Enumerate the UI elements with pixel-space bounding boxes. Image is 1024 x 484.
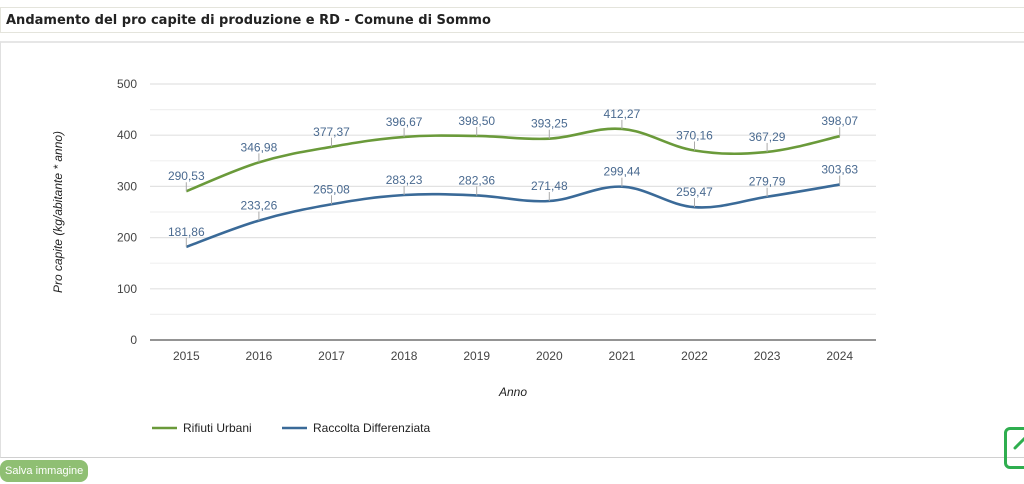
data-label: 303,63 bbox=[821, 163, 858, 177]
data-label: 370,16 bbox=[676, 128, 713, 142]
data-label: 290,53 bbox=[168, 169, 205, 183]
data-label: 377,37 bbox=[313, 125, 350, 139]
edit-square-icon[interactable] bbox=[1004, 427, 1024, 469]
data-label: 265,08 bbox=[313, 182, 350, 196]
data-label: 259,47 bbox=[676, 185, 713, 199]
x-tick-label: 2020 bbox=[536, 349, 563, 363]
y-tick-labels: 0 100 200 300 400 500 bbox=[117, 77, 137, 347]
series-lines bbox=[185, 127, 840, 249]
x-tick-label: 2017 bbox=[318, 349, 345, 363]
data-label: 279,79 bbox=[749, 175, 786, 189]
y-tick-label: 400 bbox=[117, 128, 137, 142]
data-label: 367,29 bbox=[749, 130, 786, 144]
data-labels: 290,53 346,98 377,37 396,67 398,50 393,25 412,… bbox=[168, 107, 858, 247]
x-tick-label: 2018 bbox=[391, 349, 418, 363]
y-axis-label: Pro capite (kg/abitante * anno) bbox=[51, 131, 65, 293]
gridlines bbox=[150, 83, 876, 341]
x-tick-label: 2021 bbox=[609, 349, 636, 363]
y-tick-label: 100 bbox=[117, 282, 137, 296]
chart-title-box: Andamento del pro capite di produzione e… bbox=[0, 7, 1024, 33]
chart-title: Andamento del pro capite di produzione e… bbox=[6, 13, 491, 28]
data-label: 412,27 bbox=[604, 107, 641, 121]
data-label: 398,50 bbox=[458, 114, 495, 128]
data-label: 299,44 bbox=[604, 165, 641, 179]
data-label: 283,23 bbox=[386, 173, 423, 187]
legend-label: Rifiuti Urbani bbox=[183, 421, 252, 435]
y-tick-label: 0 bbox=[130, 333, 137, 347]
legend-label: Raccolta Differenziata bbox=[313, 421, 430, 435]
x-tick-label: 2022 bbox=[681, 349, 708, 363]
data-label: 396,67 bbox=[386, 115, 423, 129]
legend: Rifiuti Urbani Raccolta Differenziata bbox=[152, 421, 430, 435]
data-label: 271,48 bbox=[531, 179, 568, 193]
x-tick-label: 2023 bbox=[754, 349, 781, 363]
series-line-raccolta-differenziata bbox=[185, 183, 840, 249]
x-tick-label: 2024 bbox=[826, 349, 853, 363]
data-label: 181,86 bbox=[168, 225, 205, 239]
y-tick-label: 300 bbox=[117, 179, 137, 193]
line-chart: 0 100 200 300 400 500 2015 2016 2017 2018 2019 202… bbox=[51, 77, 876, 435]
chart-panel bbox=[0, 41, 1024, 458]
data-label: 398,07 bbox=[821, 114, 858, 128]
y-tick-label: 500 bbox=[117, 77, 137, 91]
x-tick-label: 2019 bbox=[463, 349, 490, 363]
save-image-button[interactable]: Salva immagine bbox=[0, 460, 89, 482]
data-label: 233,26 bbox=[241, 199, 278, 213]
data-label: 282,36 bbox=[458, 173, 495, 187]
x-tick-labels: 2015 2016 2017 2018 2019 2020 2021 2022 2023 2024 bbox=[173, 349, 853, 363]
series-line-rifiuti-urbani bbox=[185, 127, 840, 193]
y-tick-label: 200 bbox=[117, 231, 137, 245]
data-label: 393,25 bbox=[531, 117, 568, 131]
data-label: 346,98 bbox=[241, 140, 278, 154]
x-tick-label: 2015 bbox=[173, 349, 200, 363]
x-tick-label: 2016 bbox=[246, 349, 273, 363]
x-axis-label: Anno bbox=[498, 385, 527, 399]
